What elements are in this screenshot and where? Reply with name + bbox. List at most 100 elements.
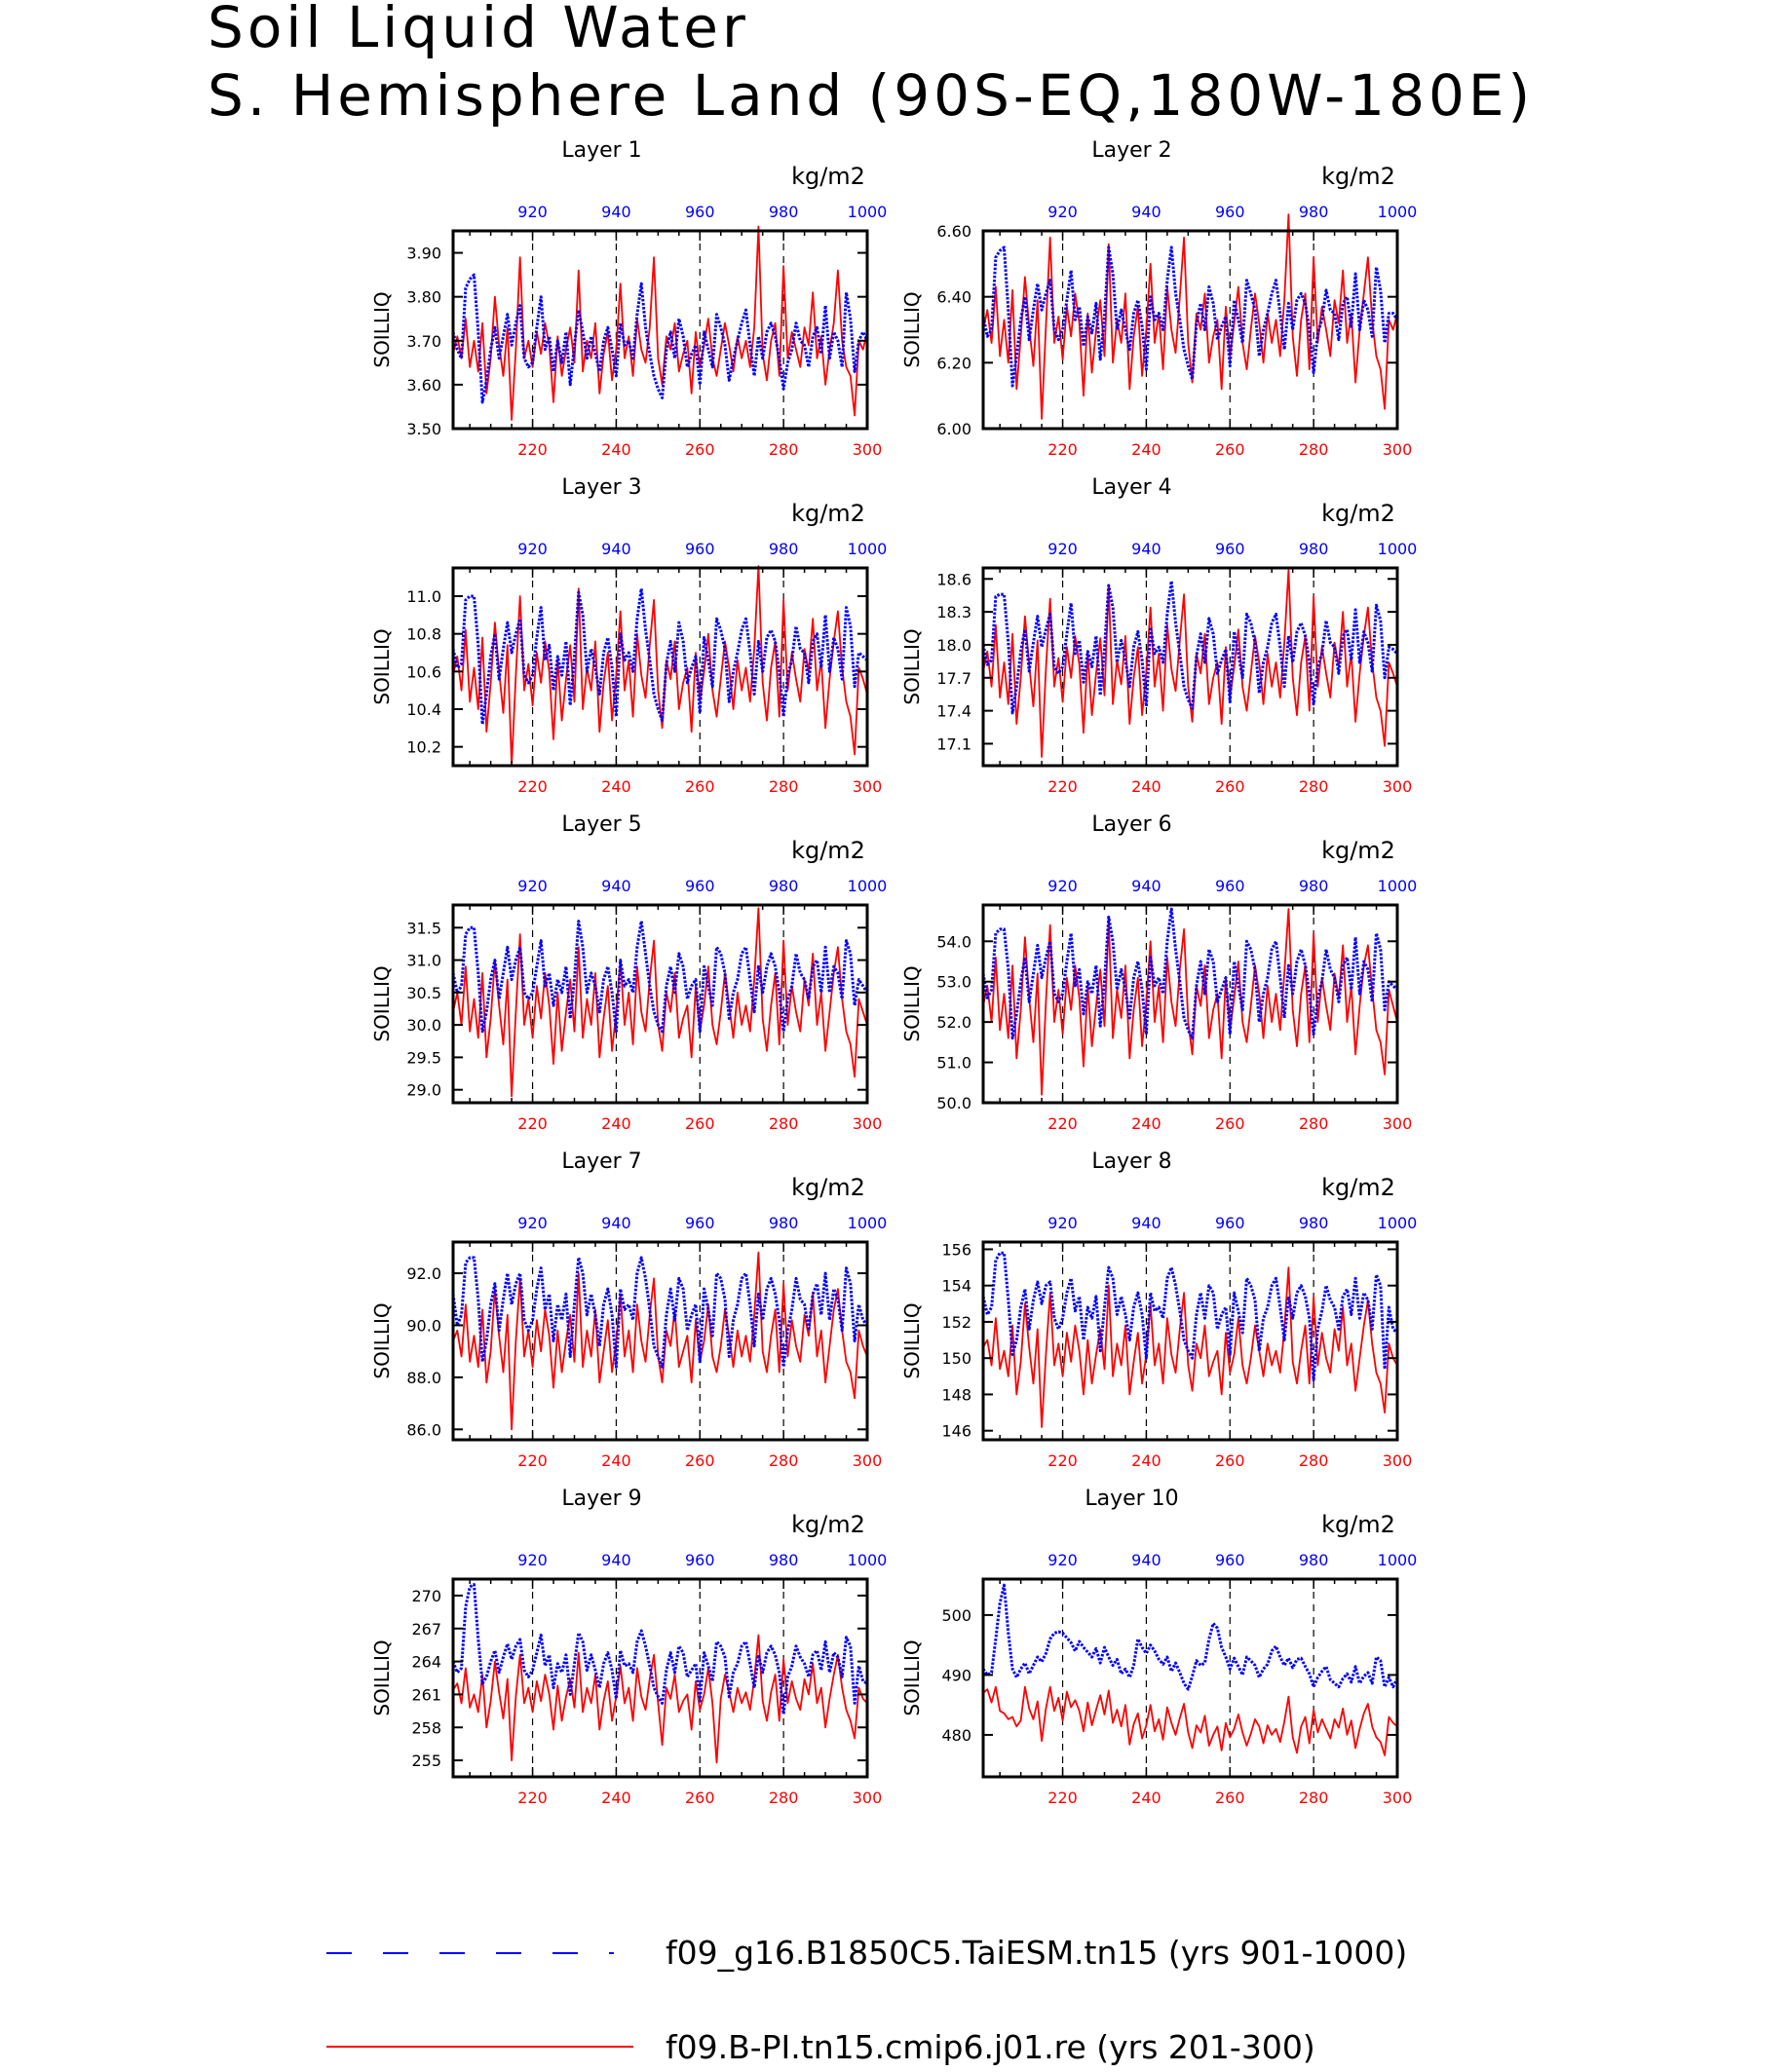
y-tick-label: 490 bbox=[941, 1666, 971, 1684]
series-line-red bbox=[982, 908, 1398, 1096]
x-tick-label-bottom: 220 bbox=[517, 1789, 548, 1807]
plot-frame bbox=[451, 1240, 869, 1442]
x-tick-label-top: 960 bbox=[1215, 1214, 1245, 1232]
series-line-red bbox=[982, 1266, 1398, 1428]
y-tick-label: 3.50 bbox=[406, 420, 441, 438]
x-tick-label-bottom: 280 bbox=[769, 777, 799, 796]
x-tick-label-bottom: 220 bbox=[517, 1114, 548, 1133]
x-tick-label-bottom: 240 bbox=[601, 440, 631, 459]
y-axis-label: SOILLIQ bbox=[370, 1639, 394, 1715]
y-tick-label: 52.0 bbox=[936, 1013, 971, 1032]
x-tick-label-top: 920 bbox=[517, 877, 548, 895]
series-line-blue bbox=[451, 920, 869, 1034]
panel-layer-3: Layer 3 kg/m2 SOILLIQ 10.2 10.4 10.6 10.8 11.0 2… bbox=[370, 475, 887, 796]
x-tick-label-top: 980 bbox=[769, 540, 799, 558]
x-tick-label-top: 940 bbox=[1131, 203, 1161, 221]
y-tick-label: 54.0 bbox=[936, 932, 971, 951]
y-tick-label: 10.6 bbox=[406, 662, 441, 681]
y-tick-label: 3.80 bbox=[406, 288, 441, 307]
x-tick-label-top: 940 bbox=[1131, 877, 1161, 895]
panel-title: Layer 5 bbox=[561, 812, 641, 837]
panel-layer-9: Layer 9 kg/m2 SOILLIQ 255 258 261 264 267 270 220… bbox=[370, 1487, 887, 1807]
x-tick-label-top: 1000 bbox=[1378, 1214, 1418, 1232]
plot-frame bbox=[981, 1240, 1399, 1442]
x-tick-label-bottom: 300 bbox=[1383, 440, 1413, 459]
series-line-red bbox=[452, 1634, 868, 1764]
y-tick-label: 258 bbox=[411, 1718, 441, 1737]
legend: f09_g16.B1850C5.TaiESM.tn15 (yrs 901-100… bbox=[326, 1934, 1407, 2066]
x-tick-label-top: 960 bbox=[685, 877, 715, 895]
x-tick-label-bottom: 300 bbox=[1383, 777, 1413, 796]
y-tick-label: 18.6 bbox=[936, 570, 971, 588]
figure-title-line1: Soil Liquid Water bbox=[208, 0, 749, 60]
x-tick-label-bottom: 280 bbox=[1299, 1114, 1329, 1133]
panel-title: Layer 4 bbox=[1091, 475, 1171, 500]
x-tick-label-top: 980 bbox=[1299, 1214, 1329, 1232]
x-tick-label-top: 940 bbox=[601, 1214, 631, 1232]
series-line-red bbox=[452, 1251, 868, 1431]
y-tick-label: 156 bbox=[941, 1240, 971, 1259]
plot-frame bbox=[451, 903, 869, 1105]
y-axis-label: SOILLIQ bbox=[900, 628, 924, 704]
series-line-blue bbox=[451, 1256, 869, 1369]
x-tick-label-bottom: 260 bbox=[1215, 1114, 1245, 1133]
panel-layer-4: Layer 4 kg/m2 SOILLIQ 17.1 17.4 17.7 18.0 18.3 1… bbox=[900, 475, 1417, 796]
y-tick-label: 154 bbox=[941, 1277, 971, 1296]
units-label: kg/m2 bbox=[1321, 500, 1395, 527]
panel-layer-2: Layer 2 kg/m2 SOILLIQ 6.00 6.20 6.40 6.60 220 24… bbox=[900, 138, 1417, 459]
x-tick-label-top: 1000 bbox=[848, 203, 888, 221]
x-tick-label-bottom: 220 bbox=[1047, 1789, 1078, 1807]
x-tick-label-top: 960 bbox=[685, 203, 715, 221]
x-tick-label-bottom: 280 bbox=[1299, 1451, 1329, 1470]
x-tick-label-top: 1000 bbox=[848, 1551, 888, 1569]
x-tick-label-top: 920 bbox=[517, 1214, 548, 1232]
x-tick-label-bottom: 280 bbox=[1299, 777, 1329, 796]
x-tick-label-bottom: 280 bbox=[769, 1451, 799, 1470]
plot-frame bbox=[981, 1577, 1399, 1779]
plot-frame bbox=[981, 903, 1399, 1105]
x-tick-label-bottom: 240 bbox=[1131, 440, 1161, 459]
x-tick-label-bottom: 260 bbox=[685, 1789, 715, 1807]
series-line-red bbox=[982, 569, 1398, 758]
x-tick-label-bottom: 300 bbox=[853, 1451, 883, 1470]
x-tick-label-top: 1000 bbox=[848, 540, 888, 558]
y-tick-label: 267 bbox=[411, 1620, 441, 1639]
series-line-blue bbox=[981, 1583, 1399, 1691]
y-axis-label: SOILLIQ bbox=[370, 628, 394, 704]
x-tick-label-bottom: 240 bbox=[601, 777, 631, 796]
x-tick-label-top: 960 bbox=[685, 1551, 715, 1569]
series-line-blue bbox=[981, 580, 1399, 715]
y-axis-label: SOILLIQ bbox=[900, 1302, 924, 1378]
x-tick-label-bottom: 220 bbox=[517, 777, 548, 796]
x-tick-label-bottom: 300 bbox=[1383, 1451, 1413, 1470]
x-tick-label-top: 1000 bbox=[1378, 877, 1418, 895]
legend-label-red: f09.B-PI.tn15.cmip6.j01.re (yrs 201-300) bbox=[666, 2028, 1315, 2066]
x-tick-label-top: 940 bbox=[1131, 540, 1161, 558]
figure-title-line2: S. Hemisphere Land (90S-EQ,180W-180E) bbox=[208, 62, 1534, 129]
x-tick-label-top: 960 bbox=[1215, 540, 1245, 558]
y-tick-label: 17.1 bbox=[936, 735, 971, 753]
x-tick-label-bottom: 220 bbox=[1047, 777, 1078, 796]
x-tick-label-bottom: 260 bbox=[1215, 1789, 1245, 1807]
x-tick-label-bottom: 300 bbox=[853, 777, 883, 796]
y-tick-label: 18.0 bbox=[936, 636, 971, 655]
x-tick-label-top: 920 bbox=[1047, 540, 1078, 558]
y-tick-label: 31.5 bbox=[406, 919, 441, 937]
panel-title: Layer 1 bbox=[561, 138, 641, 163]
x-tick-label-top: 980 bbox=[1299, 540, 1329, 558]
panel-title: Layer 7 bbox=[561, 1149, 641, 1174]
panel-layer-6: Layer 6 kg/m2 SOILLIQ 50.0 51.0 52.0 53.0 54.0 2… bbox=[900, 812, 1417, 1133]
y-axis-label: SOILLIQ bbox=[900, 291, 924, 367]
y-tick-label: 270 bbox=[411, 1587, 441, 1605]
y-axis-label: SOILLIQ bbox=[900, 965, 924, 1041]
y-tick-label: 17.4 bbox=[936, 702, 971, 721]
y-tick-label: 31.0 bbox=[406, 952, 441, 970]
x-tick-label-top: 940 bbox=[601, 1551, 631, 1569]
units-label: kg/m2 bbox=[791, 1511, 865, 1538]
y-axis-label: SOILLIQ bbox=[370, 965, 394, 1041]
x-tick-label-bottom: 260 bbox=[1215, 440, 1245, 459]
x-tick-label-top: 960 bbox=[1215, 203, 1245, 221]
x-tick-label-bottom: 280 bbox=[1299, 440, 1329, 459]
